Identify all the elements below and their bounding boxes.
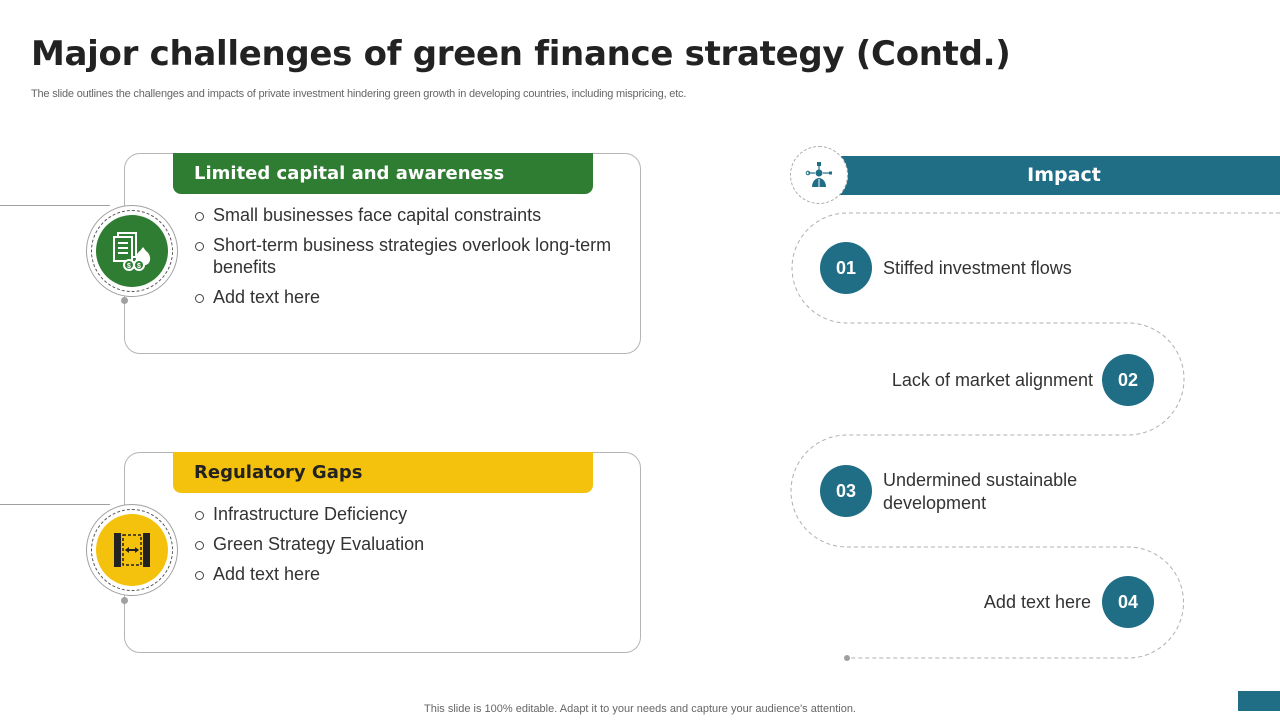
- list-item: Add text here: [193, 563, 613, 585]
- challenge-icon-ring: [86, 504, 178, 596]
- connector-line: [0, 205, 110, 206]
- gap-width-icon: [96, 514, 168, 586]
- impact-item-text: Add text here: [983, 592, 1091, 612]
- connector-dot: [121, 597, 128, 604]
- challenge-card-regulatory-gaps: Regulatory Gaps Infrastructure Deficienc…: [124, 452, 641, 653]
- list-item: Add text here: [193, 286, 613, 308]
- impact-item-text: Undermined sustainable development: [883, 470, 1078, 513]
- challenge-list: Infrastructure Deficiency Green Strategy…: [193, 503, 613, 593]
- challenge-icon-ring: $ $: [86, 205, 178, 297]
- impact-header: Impact: [818, 156, 1280, 195]
- bullet-icon: [195, 541, 204, 550]
- challenge-list: Small businesses face capital constraint…: [193, 204, 613, 316]
- list-item: Infrastructure Deficiency: [193, 503, 613, 525]
- list-item: Green Strategy Evaluation: [193, 533, 613, 555]
- list-item: Small businesses face capital constraint…: [193, 204, 613, 226]
- impact-item-text: Lack of market alignment: [891, 370, 1093, 390]
- challenge-card-title: Limited capital and awareness: [173, 153, 593, 194]
- bullet-icon: [195, 242, 204, 251]
- bullet-icon: [195, 294, 204, 303]
- impact-item-text: Stiffed investment flows: [883, 258, 1072, 278]
- bullet-icon: [195, 212, 204, 221]
- svg-text:$: $: [127, 263, 131, 270]
- bullet-icon: [195, 511, 204, 520]
- connector-dot: [121, 297, 128, 304]
- documents-money-bag-icon: $ $: [96, 215, 168, 287]
- connector-line: [0, 504, 110, 505]
- bullet-icon: [195, 571, 204, 580]
- impact-number-badge: 02: [1102, 354, 1154, 406]
- svg-text:$: $: [137, 263, 141, 270]
- page-title: Major challenges of green finance strate…: [31, 34, 1011, 74]
- challenge-card-limited-capital: Limited capital and awareness Small busi…: [124, 153, 641, 354]
- impact-number-badge: 04: [1102, 576, 1154, 628]
- person-network-icon: [790, 146, 848, 204]
- footer-note: This slide is 100% editable. Adapt it to…: [424, 703, 856, 715]
- challenge-card-title: Regulatory Gaps: [173, 452, 593, 493]
- list-item: Short-term business strategies overlook …: [193, 234, 613, 278]
- impact-number-badge: 01: [820, 242, 872, 294]
- page-subtitle: The slide outlines the challenges and im…: [31, 88, 687, 100]
- impact-number-badge: 03: [820, 465, 872, 517]
- corner-accent: [1238, 691, 1280, 711]
